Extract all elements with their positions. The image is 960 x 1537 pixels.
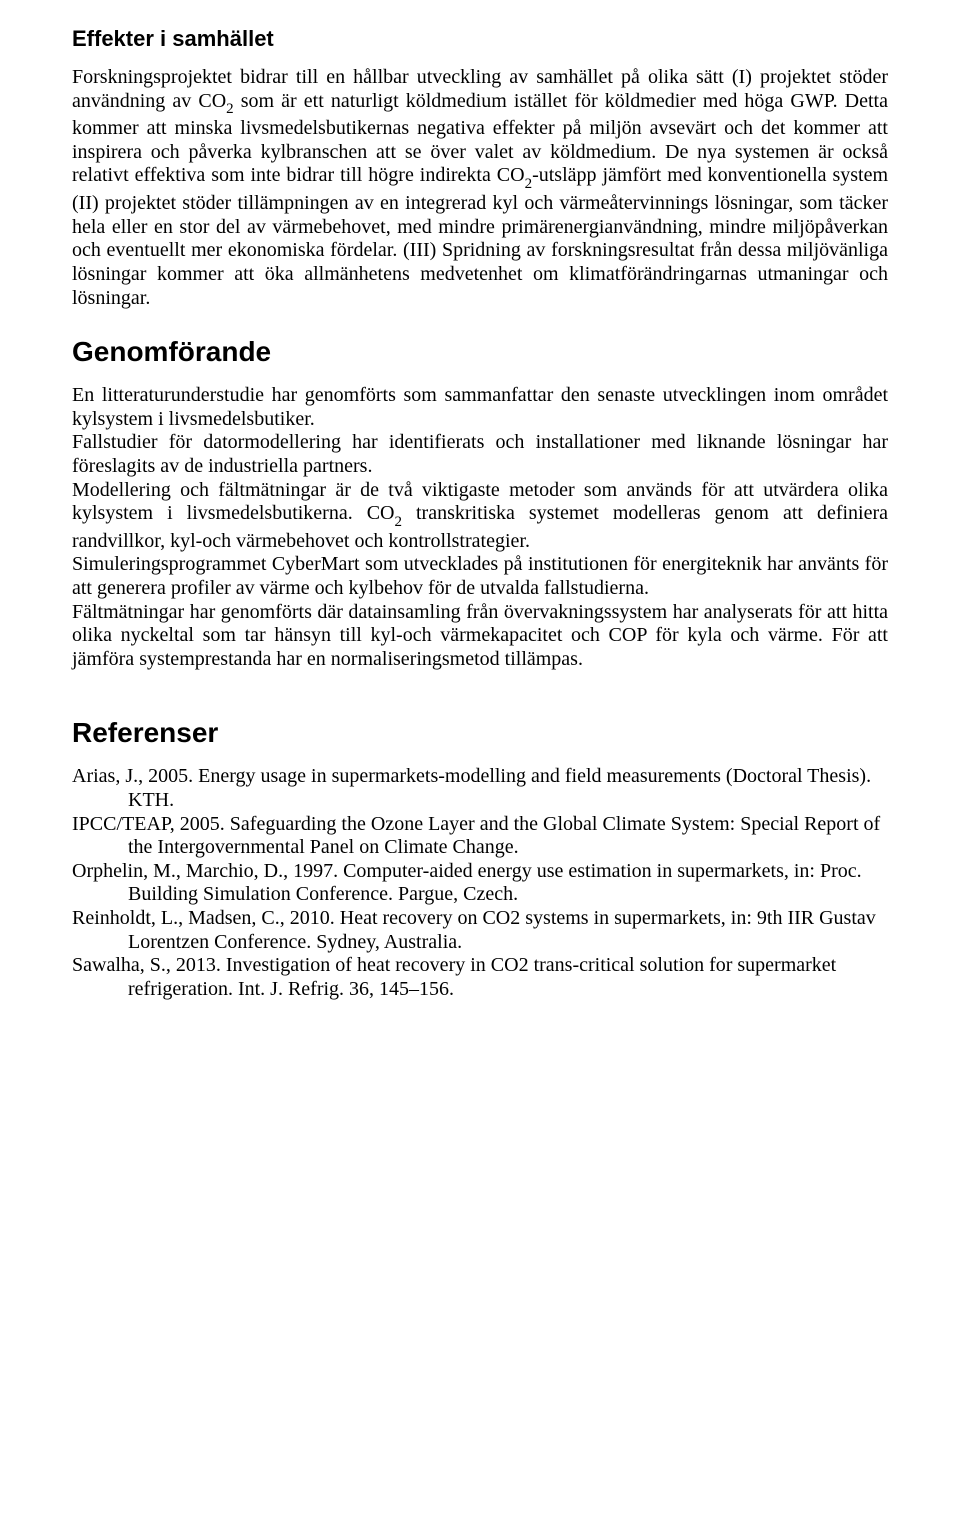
- section-heading-references: Referenser: [72, 717, 888, 749]
- paragraph-impl-5: Fältmätningar har genomförts där datains…: [72, 601, 888, 672]
- paragraph-impl-2: Fallstudier för datormodellering har ide…: [72, 431, 888, 478]
- reference-item: Arias, J., 2005. Energy usage in superma…: [72, 765, 888, 812]
- reference-item: Reinholdt, L., Madsen, C., 2010. Heat re…: [72, 907, 888, 954]
- section-heading-effects: Effekter i samhället: [72, 26, 888, 52]
- paragraph-impl-4: Simuleringsprogrammet CyberMart som utve…: [72, 553, 888, 600]
- section-heading-implementation: Genomförande: [72, 336, 888, 368]
- paragraph-impl-3: Modellering och fältmätningar är de två …: [72, 479, 888, 554]
- reference-item: IPCC/TEAP, 2005. Safeguarding the Ozone …: [72, 813, 888, 860]
- references-list: Arias, J., 2005. Energy usage in superma…: [72, 765, 888, 1001]
- reference-item: Orphelin, M., Marchio, D., 1997. Compute…: [72, 860, 888, 907]
- paragraph-impl-1: En litteraturunderstudie har genomförts …: [72, 384, 888, 431]
- paragraph-effects: Forskningsprojektet bidrar till en hållb…: [72, 66, 888, 310]
- reference-item: Sawalha, S., 2013. Investigation of heat…: [72, 954, 888, 1001]
